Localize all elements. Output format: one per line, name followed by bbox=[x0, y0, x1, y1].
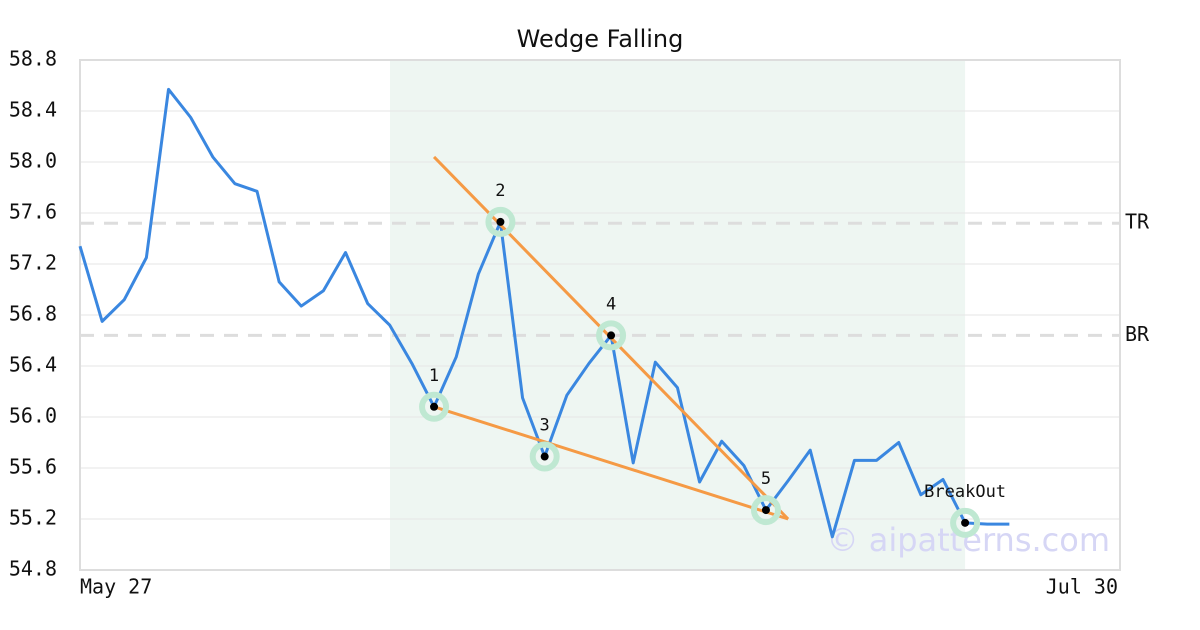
pivot-halo bbox=[419, 391, 450, 422]
pivot-halo bbox=[750, 495, 781, 526]
chart-title: Wedge Falling bbox=[517, 25, 684, 53]
y-tick-label: 58.4 bbox=[9, 98, 57, 122]
pivot-dot bbox=[430, 402, 439, 411]
pivot-halo bbox=[529, 441, 560, 472]
pivot-halo bbox=[485, 206, 516, 237]
pivot-dot bbox=[496, 217, 505, 226]
x-tick-label: Jul 30 bbox=[1046, 575, 1118, 599]
pivot-label: 5 bbox=[761, 469, 771, 489]
pivot-dot bbox=[961, 518, 970, 527]
plot-frame bbox=[79, 59, 1121, 571]
y-tick-label: 56.0 bbox=[9, 404, 57, 428]
pivot-label: BreakOut bbox=[924, 482, 1006, 502]
pivot-label: 3 bbox=[540, 416, 550, 436]
pivot-dot bbox=[540, 452, 549, 461]
y-tick-label: 56.4 bbox=[9, 353, 57, 377]
y-tick-label: 54.8 bbox=[9, 557, 57, 581]
y-tick-label: 55.6 bbox=[9, 455, 57, 479]
watermark: © aipatterns.com bbox=[827, 521, 1110, 559]
y-tick-label: 58.8 bbox=[9, 47, 57, 71]
y-tick-label: 58.0 bbox=[9, 149, 57, 173]
pivot-dot bbox=[761, 506, 770, 515]
x-tick-label: May 27 bbox=[80, 575, 152, 599]
y-tick-label: 57.2 bbox=[9, 251, 57, 275]
pivot-halo bbox=[596, 320, 627, 351]
pivot-label: 1 bbox=[429, 366, 439, 386]
pivot-dot bbox=[607, 331, 616, 340]
level-label: TR bbox=[1125, 210, 1150, 234]
pivot-halo bbox=[950, 507, 981, 538]
y-tick-label: 55.2 bbox=[9, 506, 57, 530]
trend-line bbox=[433, 405, 789, 521]
y-tick-label: 57.6 bbox=[9, 200, 57, 224]
level-label: BR bbox=[1125, 322, 1150, 346]
pivot-label: 4 bbox=[606, 294, 616, 314]
y-tick-label: 56.8 bbox=[9, 302, 57, 326]
pivot-label: 2 bbox=[495, 181, 505, 201]
